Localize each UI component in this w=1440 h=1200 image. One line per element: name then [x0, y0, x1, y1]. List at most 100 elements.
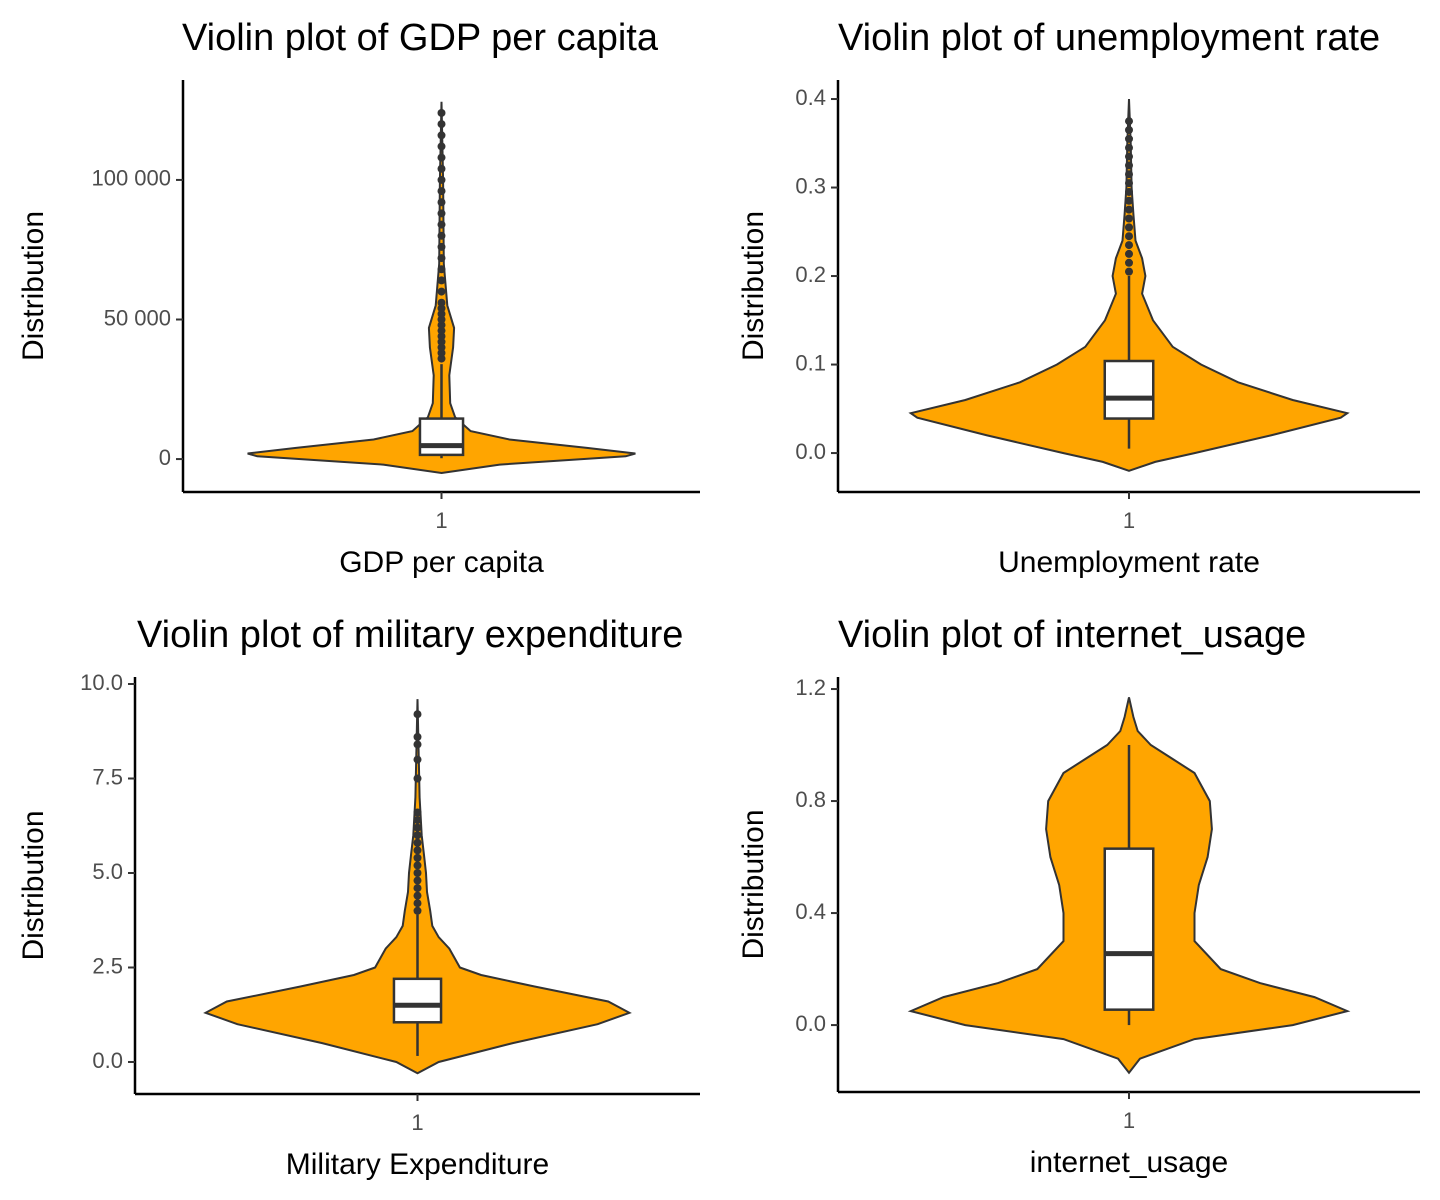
x-axis-title: internet_usage [1030, 1146, 1229, 1179]
outlier [437, 265, 446, 274]
outlier [437, 153, 446, 162]
outlier [437, 326, 446, 335]
outlier [437, 332, 446, 341]
y-tick-label: 0.8 [795, 787, 826, 812]
outlier [413, 853, 422, 862]
y-tick-label: 0.1 [795, 350, 826, 375]
outlier [1125, 143, 1133, 152]
outlier [437, 343, 446, 352]
box [1103, 359, 1155, 420]
outlier [1125, 223, 1133, 232]
y-tick-label: 50 000 [104, 305, 171, 330]
y-tick-label: 0.4 [795, 85, 826, 110]
outlier [437, 298, 446, 307]
y-tick-label: 5.0 [92, 859, 123, 884]
outlier [413, 816, 422, 825]
x-tick-label: 1 [411, 1110, 423, 1135]
panel: Violin plot of military expenditure 0.0 2.… [17, 614, 700, 1181]
outlier [437, 187, 446, 196]
outlier [437, 337, 446, 346]
panel: Violin plot of GDP per capita 0 50 000 100 … [17, 17, 700, 579]
x-axis-title: Military Expenditure [286, 1148, 549, 1181]
outlier [437, 209, 446, 218]
panel: Violin plot of unemployment rate 0.0 0.1 0.… [737, 17, 1420, 579]
outlier [413, 808, 422, 817]
y-tick-label: 0.2 [795, 262, 826, 287]
outlier [1125, 267, 1133, 276]
y-tick-label: 0.0 [795, 439, 826, 464]
outlier [1125, 249, 1133, 258]
outlier [437, 175, 446, 184]
outlier [437, 120, 446, 129]
y-tick-label: 0.3 [795, 173, 826, 198]
outlier [413, 884, 422, 893]
box [418, 417, 465, 457]
outlier [437, 348, 446, 357]
outlier [437, 108, 446, 117]
outlier [437, 142, 446, 151]
outlier [413, 861, 422, 870]
outlier [437, 231, 446, 240]
y-axis-title: Distribution [737, 211, 770, 361]
y-tick-label: 0 [159, 445, 171, 470]
outlier [1125, 179, 1133, 188]
box [392, 977, 443, 1024]
x-tick-label: 1 [435, 508, 447, 533]
outlier [437, 131, 446, 140]
outlier [437, 164, 446, 173]
y-tick-label: 7.5 [92, 764, 123, 789]
outlier [413, 868, 422, 877]
outlier [1125, 205, 1133, 214]
outlier [437, 242, 446, 251]
y-tick-label: 100 000 [91, 166, 171, 191]
outlier [413, 755, 422, 764]
outlier [437, 276, 446, 285]
y-tick-label: 10.0 [80, 670, 123, 695]
outlier [437, 220, 446, 229]
chart-title: Violin plot of military expenditure [137, 614, 683, 656]
outlier [413, 891, 422, 900]
outlier [413, 846, 422, 855]
chart-title: Violin plot of internet_usage [838, 614, 1306, 656]
outlier [413, 823, 422, 832]
y-tick-label: 0.0 [92, 1048, 123, 1073]
outlier [413, 876, 422, 885]
chart-title: Violin plot of unemployment rate [838, 17, 1380, 59]
outlier [413, 831, 422, 840]
outlier [1125, 152, 1133, 161]
outlier [437, 198, 446, 207]
outlier [437, 309, 446, 318]
outlier [1125, 134, 1133, 143]
outlier [1125, 241, 1133, 250]
outlier [413, 838, 422, 847]
y-tick-label: 1.2 [795, 675, 826, 700]
outlier [437, 287, 446, 296]
outlier [1125, 232, 1133, 241]
y-tick-label: 2.5 [92, 953, 123, 978]
y-axis-title: Distribution [17, 810, 50, 960]
box [1103, 847, 1155, 1011]
outlier [1125, 214, 1133, 223]
outlier [437, 254, 446, 263]
outlier [1125, 126, 1133, 135]
outlier [1125, 117, 1133, 126]
x-axis-title: GDP per capita [339, 546, 544, 579]
outlier [413, 732, 422, 741]
outlier [413, 906, 422, 915]
outlier [1125, 258, 1133, 267]
y-axis-title: Distribution [17, 211, 50, 361]
outlier [413, 899, 422, 908]
outlier [413, 710, 422, 719]
outlier [413, 774, 422, 783]
x-tick-label: 1 [1123, 1108, 1135, 1133]
outlier [413, 740, 422, 749]
chart-title: Violin plot of GDP per capita [182, 17, 659, 59]
outlier [1125, 161, 1133, 170]
x-axis-title: Unemployment rate [998, 546, 1260, 579]
outlier [1125, 187, 1133, 196]
outlier [437, 354, 446, 363]
outlier [437, 321, 446, 330]
outlier [437, 315, 446, 324]
y-tick-label: 0.4 [795, 899, 826, 924]
